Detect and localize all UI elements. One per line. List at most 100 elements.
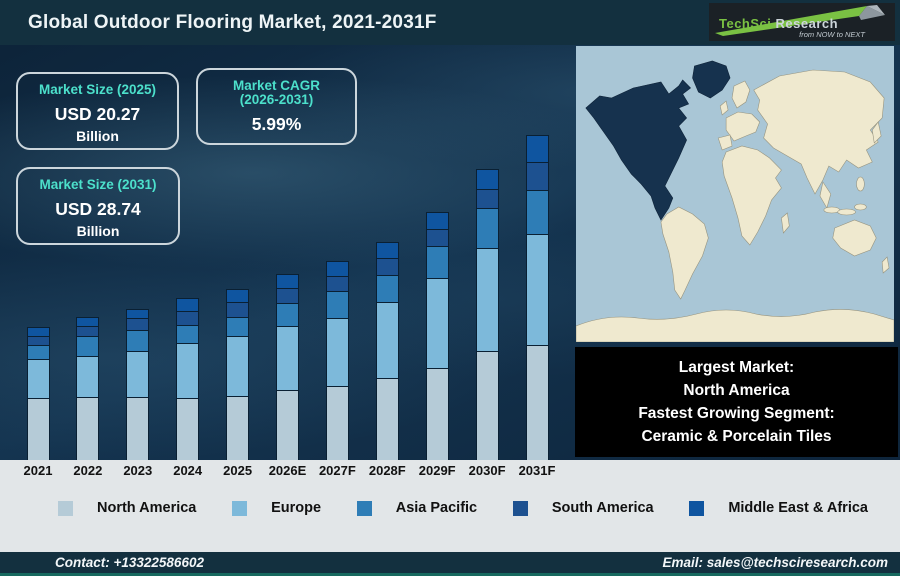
region-iberia [717,134,733,151]
bar-segment-europe [325,318,349,386]
bar-segment-south-america [475,189,499,208]
bar-segment-south-america [226,302,250,317]
bar-segment-south-america [176,311,200,325]
bar-2030F [475,169,499,460]
bottom-strip: 2021 2022 2023 2024 2025 2026E 2027F 2028F 2029F… [0,460,900,552]
bar-segment-south-america [325,276,349,291]
footer-contact: Contact: +13322586602 [55,555,204,570]
x-axis-label-2022: 2022 [73,463,103,478]
bar-segment-asia-pacific [375,275,399,302]
page-title: Global Outdoor Flooring Market, 2021-203… [28,12,437,33]
stat-box-market-size-2025: Market Size (2025) USD 20.27 Billion [16,72,179,150]
legend-swatch-icon [232,500,248,516]
bar-segment-asia-pacific [525,190,549,234]
bar-segment-europe [176,343,200,398]
bar-segment-middle-east-africa [475,169,499,189]
stat-unit: Billion [76,128,119,144]
bar-segment-south-america [26,336,50,345]
bar-segment-south-america [276,288,299,303]
footer-bar: Contact: +13322586602 Email: sales@techs… [0,552,900,576]
bar-segment-middle-east-africa [525,135,549,162]
x-axis-label-2024: 2024 [173,463,203,478]
region-philippines [856,176,865,192]
bar-segment-asia-pacific [176,325,200,343]
legend-swatch-icon [356,500,372,516]
stat-box-market-cagr: Market CAGR (2026-2031) 5.99% [196,68,357,145]
legend-item-asia-pacific: Asia Pacific [356,500,477,516]
bar-segment-south-america [126,318,150,330]
bar-segment-south-america [525,162,549,190]
bar-segment-middle-east-africa [375,242,399,258]
region-south-america [660,206,709,300]
stat-box-market-size-2031: Market Size (2031) USD 28.74 Billion [16,167,180,245]
bar-2023 [126,309,150,460]
bar-segment-middle-east-africa [76,317,100,326]
world-map [576,46,894,342]
chart-legend: North America Europe Asia Pacific South Ame… [58,500,868,516]
logo-tagline: from NOW to NEXT [799,30,865,39]
stacked-bar-chart [0,45,573,460]
highlight-box: Largest Market: North America Fastest Gr… [575,347,898,457]
x-axis-label-2023: 2023 [123,463,153,478]
footer-email: Email: sales@techsciresearch.com [662,555,888,570]
x-axis-label-2029F: 2029F [418,463,456,478]
stat-value: USD 20.27 [54,104,141,124]
bar-segment-asia-pacific [26,345,50,359]
bar-segment-north-america [126,397,150,460]
legend-item-middle-east-africa: Middle East & Africa [689,500,868,516]
bar-segment-europe [375,302,399,378]
bar-2027F [325,261,349,460]
legend-swatch-icon [689,500,705,516]
bar-segment-north-america [226,396,250,460]
logo-wordmark: TechSci Research [719,16,838,31]
bar-segment-asia-pacific [276,303,299,326]
x-axis-label-2027F: 2027F [318,463,356,478]
stat-value: USD 28.74 [55,199,141,219]
bar-segment-north-america [176,398,200,460]
bar-segment-middle-east-africa [126,309,150,318]
bar-segment-south-america [375,258,399,275]
header-bar: Global Outdoor Flooring Market, 2021-203… [0,0,900,45]
bar-segment-europe [26,359,50,398]
bar-segment-middle-east-africa [226,289,250,302]
region-indonesia-1 [823,206,840,214]
x-axis-label-2026E: 2026E [268,463,307,478]
stat-label-line2: (2026-2031) [239,92,314,107]
highlight-line-2: North America [683,382,790,399]
bar-segment-asia-pacific [76,336,100,356]
region-north-america-highlight [585,79,692,221]
bar-segment-asia-pacific [475,208,499,248]
logo-brand-secondary: Research [775,16,839,31]
x-axis-label-2031F: 2031F [518,463,556,478]
highlight-line-1: Largest Market: [678,359,795,376]
bar-2021 [26,327,50,460]
bar-2026E [276,274,299,460]
bar-segment-asia-pacific [325,291,349,318]
bar-segment-europe [126,351,150,397]
region-africa [721,145,782,246]
bar-2025 [226,289,250,460]
bar-segment-north-america [425,368,449,460]
stat-label: Market Size (2031) [39,177,157,192]
bar-segment-north-america [525,345,549,460]
techsci-logo: TechSci Research from NOW to NEXT [709,3,895,41]
stat-label: Market CAGR [232,78,321,93]
x-axis-label-2025: 2025 [223,463,253,478]
bar-2031F [525,135,549,460]
logo-brand-primary: TechSci [719,16,772,31]
x-axis-label-2021: 2021 [23,463,53,478]
bar-segment-north-america [375,378,399,460]
bar-segment-middle-east-africa [176,298,200,311]
region-greenland-highlight [692,60,731,99]
region-japan [871,121,882,144]
bar-segment-north-america [325,386,349,460]
legend-item-south-america: South America [512,500,654,516]
bar-segment-north-america [76,397,100,460]
region-scandinavia [731,80,751,109]
bar-2028F [375,242,399,460]
legend-item-europe: Europe [232,500,321,516]
bar-segment-north-america [475,351,499,460]
bar-segment-north-america [26,398,50,460]
world-map-panel [576,46,894,342]
legend-item-north-america: North America [58,500,196,516]
